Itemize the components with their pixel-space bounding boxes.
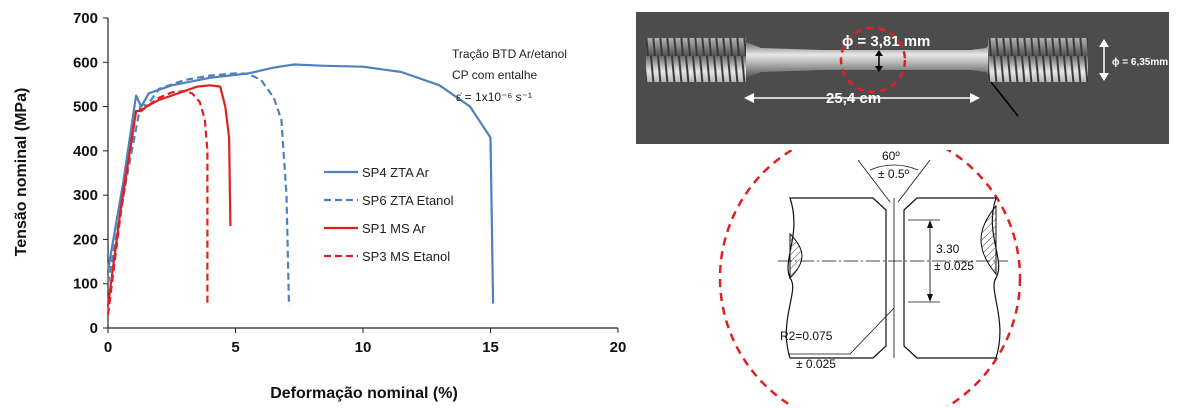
notch-radius-tolerance: ± 0.025 [796, 357, 836, 371]
y-tick-label: 400 [73, 143, 98, 160]
specimen-photo: ϕ = 3,81 mm ϕ = 6,35mm 25,4 cm [636, 12, 1169, 144]
y-tick-label: 700 [73, 10, 98, 27]
series-line-2 [106, 72, 291, 306]
outer-diameter-label: ϕ = 6,35mm [1112, 57, 1168, 68]
x-tick-label: 20 [610, 339, 627, 356]
annotation-line-1: Tração BTD Ar/etanol [452, 47, 567, 61]
chart-legend: SP4 ZTA Ar SP6 ZTA Etanol SP1 MS Ar SP3 MS … [324, 165, 454, 264]
x-axis-title: Deformação nominal (%) [270, 385, 458, 402]
detail-circle [718, 150, 1022, 406]
notch-diameter-label: 3.30 [936, 242, 960, 256]
specimen-left-thread [646, 38, 746, 82]
y-tick-labels: 0 100 200 300 400 500 600 700 [73, 10, 108, 337]
y-tick-label: 500 [73, 99, 98, 116]
x-tick-labels: 0 5 10 15 20 [104, 328, 627, 356]
legend-label: SP6 ZTA Etanol [362, 193, 454, 208]
series-line-4 [106, 90, 209, 315]
legend-label: SP3 MS Etanol [362, 249, 450, 264]
length-label: 25,4 cm [826, 90, 881, 107]
y-tick-label: 600 [73, 54, 98, 71]
x-tick-label: 10 [355, 339, 372, 356]
diameter-label: ϕ = 3,81 mm [842, 33, 930, 50]
series-line-3 [106, 84, 232, 307]
specimen-left-section [785, 197, 887, 359]
specimen-right-thread [988, 38, 1088, 82]
chart-series [106, 63, 495, 315]
tensile-chart: 0 100 200 300 400 500 600 700 0 5 10 15 20 Tensão n… [13, 10, 627, 402]
legend-label: SP1 MS Ar [362, 221, 426, 236]
notch-highlight-circle [839, 26, 907, 94]
notch-angle-label: 60º [882, 150, 900, 163]
notch-angle-tolerance: ± 0.5º [878, 167, 910, 181]
legend-label: SP4 ZTA Ar [362, 165, 430, 180]
y-tick-label: 100 [73, 276, 98, 293]
notch-diameter-tolerance: ± 0.025 [934, 259, 974, 273]
x-tick-label: 5 [231, 339, 239, 356]
y-tick-label: 200 [73, 231, 98, 248]
notch-radius-label: R2=0.075 [780, 329, 833, 343]
x-tick-label: 0 [104, 339, 112, 356]
specimen-gauge [746, 42, 991, 78]
series-line-1 [106, 63, 495, 304]
y-tick-label: 300 [73, 187, 98, 204]
annotation-line-3: ε̇ = 1x10⁻⁶ s⁻¹ [456, 90, 532, 104]
x-tick-label: 15 [482, 339, 499, 356]
y-tick-label: 0 [90, 320, 98, 337]
annotation-line-2: CP com entalhe [452, 68, 537, 82]
y-axis-title: Tensão nominal (MPa) [13, 88, 30, 257]
notch-drawing: 60º ± 0.5º 3.30 ± 0.025 R2=0.075 ± 0.025 [718, 150, 1022, 406]
